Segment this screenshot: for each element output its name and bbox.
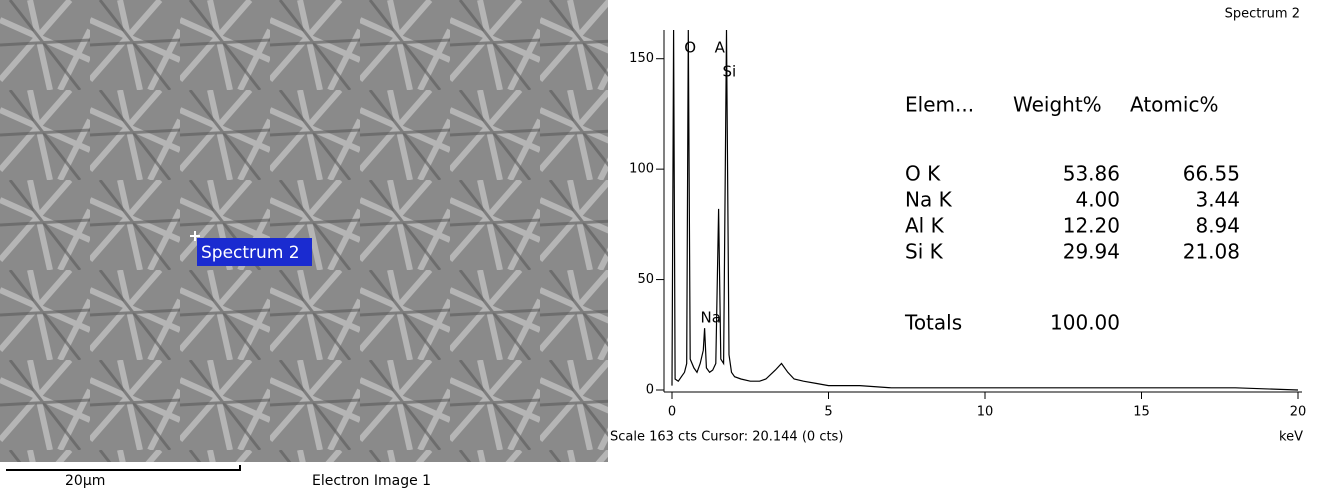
x-unit: keV [1279, 430, 1303, 445]
peak-label: Na [701, 309, 721, 327]
y-tick-label: 0 [646, 383, 654, 398]
table-header: Elem... [905, 93, 974, 117]
scale-label: 20µm [65, 473, 105, 489]
table-cell: 3.44 [1195, 188, 1240, 212]
scale-bar [6, 465, 240, 470]
table-cell: Na K [905, 188, 953, 212]
result-table: Elem... Weight% Atomic% O K 53.86 66.55 Na K 4.… [904, 93, 1240, 335]
x-tick-label: 0 [668, 405, 676, 420]
page: Spectrum 2 20µm Electron Image 1 Spectru… [0, 0, 1320, 490]
table-header: Weight% [1013, 93, 1102, 117]
x-tick-label: 5 [824, 405, 832, 420]
screen: Spectrum 2 20µm Electron Image 1 Spectru… [0, 0, 1320, 490]
table-cell: 4.00 [1075, 188, 1120, 212]
spot-label: Spectrum 2 [201, 243, 300, 263]
x-tick-label: 10 [977, 405, 994, 420]
table-cell: 29.94 [1063, 240, 1120, 264]
table-cell: Al K [905, 214, 945, 238]
table-cell: 66.55 [1183, 162, 1240, 186]
table-total: Totals [904, 311, 962, 335]
table-cell: O K [905, 162, 941, 186]
image-caption: Electron Image 1 [312, 473, 431, 489]
peak-label: A [715, 39, 726, 57]
table-cell: 53.86 [1063, 162, 1120, 186]
y-tick-label: 100 [629, 162, 654, 177]
peak-label: Si [722, 63, 736, 81]
x-tick-label: 15 [1133, 405, 1150, 420]
footer: Scale 163 cts Cursor: 20.144 (0 cts) [610, 430, 843, 445]
peak-label: O [684, 39, 696, 57]
sem-image-panel: Spectrum 2 20µm Electron Image 1 [0, 0, 608, 489]
table-cell: 8.94 [1195, 214, 1240, 238]
table-total: 100.00 [1050, 311, 1120, 335]
x-tick-label: 20 [1290, 405, 1307, 420]
sem-image [0, 0, 608, 462]
table-cell: 12.20 [1063, 214, 1120, 238]
table-cell: Si K [905, 240, 944, 264]
y-tick-label: 50 [637, 272, 654, 287]
table-cell: 21.08 [1183, 240, 1240, 264]
chart-title: Spectrum 2 [1225, 7, 1300, 22]
table-header: Atomic% [1130, 93, 1218, 117]
y-tick-label: 150 [629, 51, 654, 66]
